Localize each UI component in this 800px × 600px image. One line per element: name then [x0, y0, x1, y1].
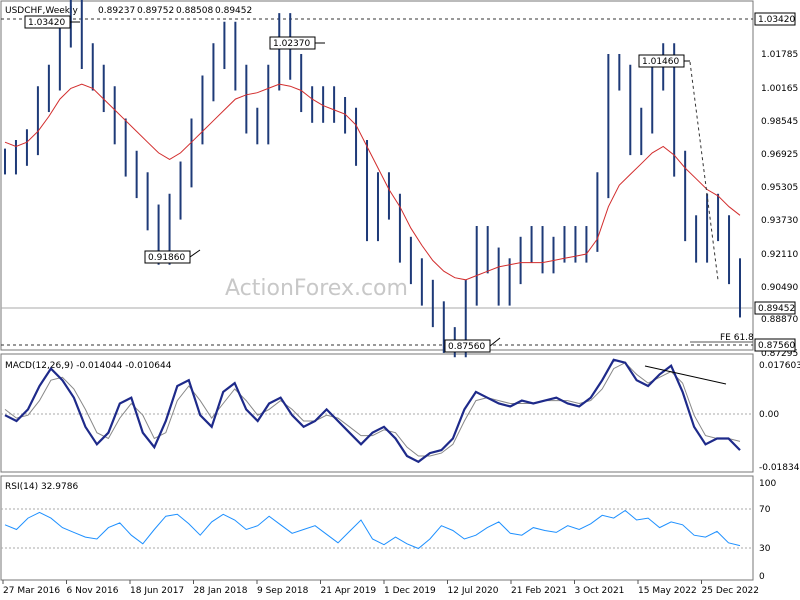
dashed-trend-line — [689, 61, 719, 281]
macd-signal-line — [4, 362, 741, 457]
top-level-box — [754, 12, 796, 26]
macd-line — [4, 358, 741, 464]
rsi-tick: 0 — [759, 572, 765, 582]
bottom-level-box — [754, 338, 796, 352]
rsi-line — [4, 509, 741, 550]
price-tick: 0.90490 — [761, 283, 798, 293]
x-tick-label: 21 Apr 2019 — [321, 586, 377, 596]
x-tick-label: 9 Sep 2018 — [257, 586, 309, 596]
price-tick: 0.96925 — [761, 150, 798, 160]
price-tick: 0.92110 — [761, 250, 798, 260]
annotation-box — [24, 15, 71, 29]
x-axis: 27 Mar 2016 6 Nov 2016 18 Jun 2017 28 Jan 2… — [2, 580, 760, 596]
macd-tick: 0.017603 — [759, 361, 800, 371]
price-tick: 0.95305 — [761, 183, 798, 193]
current-price-label: 0.89452 — [758, 304, 795, 314]
macd-panel-frame — [0, 353, 754, 473]
price-tick: 0.98545 — [761, 117, 798, 127]
annotation-label: 1.01460 — [642, 57, 679, 67]
price-tick: 0.87295 — [761, 349, 798, 359]
annotation-box — [444, 339, 491, 353]
x-tick-label: 15 May 2022 — [638, 586, 697, 596]
x-tick-label: 3 Oct 2021 — [575, 586, 625, 596]
price-title: USDCHF,Weekly — [5, 6, 78, 16]
price-low: 0.88508 — [176, 6, 213, 16]
annotation-box — [269, 36, 316, 50]
x-tick-label: 25 Dec 2022 — [702, 586, 760, 596]
watermark: ActionForex.com — [225, 276, 408, 301]
price-y-axis: 1.01785 1.00165 0.98545 0.96925 0.95305 … — [761, 50, 798, 359]
price-close: 0.89452 — [215, 6, 252, 16]
fib-label: FE 61.8 — [720, 333, 754, 343]
x-tick-label: 1 Dec 2019 — [384, 586, 436, 596]
annotation-connector — [489, 337, 501, 347]
annotation-box — [144, 250, 191, 264]
x-tick-label: 6 Nov 2016 — [67, 586, 119, 596]
price-tick: 0.93730 — [761, 216, 798, 226]
moving-average-line — [4, 83, 741, 281]
x-tick-label: 28 Jan 2018 — [194, 586, 248, 596]
x-tick-label: 27 Mar 2016 — [3, 586, 60, 596]
price-tick: 1.00165 — [761, 84, 798, 94]
annotation-label: 0.87560 — [448, 342, 485, 352]
rsi-tick: 70 — [759, 505, 771, 515]
macd-title: MACD(12,26,9) -0.014044 -0.010644 — [5, 361, 172, 371]
annotation-5: 1.01460 — [638, 54, 690, 68]
annotation-2: 0.91860 — [144, 249, 201, 264]
annotation-3: 1.02370 — [269, 36, 325, 50]
rsi-tick: 100 — [759, 479, 776, 489]
x-tick-label: 12 Jul 2020 — [448, 586, 499, 596]
price-tick: 1.01785 — [761, 50, 798, 60]
annotation-1: 1.03420 — [24, 15, 80, 29]
rsi-panel-frame — [0, 475, 754, 581]
annotation-label: 1.02370 — [273, 39, 310, 49]
macd-tick: -0.01834 — [759, 463, 800, 473]
annotation-4: 0.87560 — [444, 337, 501, 353]
annotation-label: 1.03420 — [28, 18, 65, 28]
bottom-level-label: 0.87560 — [758, 341, 795, 351]
price-bars — [4, 0, 741, 358]
price-open: 0.89237 — [98, 6, 135, 16]
x-tick-label: 21 Feb 2021 — [511, 586, 567, 596]
annotation-label: 0.91860 — [148, 253, 185, 263]
annotation-box — [638, 54, 685, 68]
price-tick: 0.88870 — [761, 315, 798, 325]
rsi-tick: 30 — [759, 544, 771, 554]
current-price-box — [754, 301, 796, 315]
macd-trend-line — [644, 365, 727, 385]
macd-tick: 0.00 — [759, 410, 779, 420]
x-tick-label: 18 Jun 2017 — [130, 586, 184, 596]
rsi-title: RSI(14) 32.9786 — [5, 482, 78, 492]
top-level-label: 1.03420 — [758, 15, 795, 25]
price-high: 0.89752 — [137, 6, 174, 16]
annotation-connector — [189, 249, 201, 258]
